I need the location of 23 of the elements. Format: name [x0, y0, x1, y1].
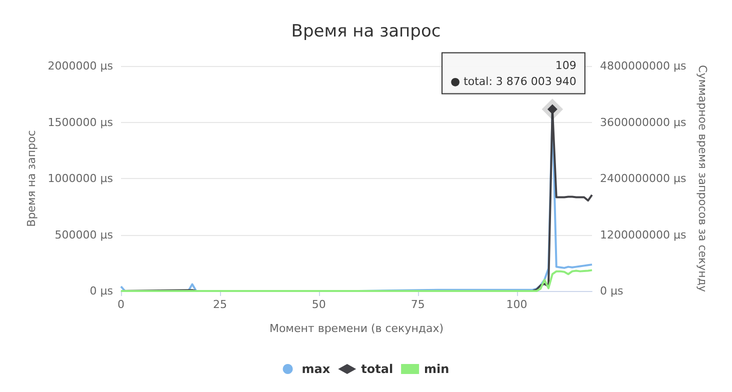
y2-tick-label: 1200000000 µs [600, 228, 686, 242]
chart-title: Время на запрос [291, 22, 441, 42]
y2-tick-label: 3600000000 µs [600, 116, 686, 129]
x-tick-label: 100 [506, 298, 528, 311]
y-tick-label: 2000000 µs [48, 60, 114, 72]
x-tick-label: 50 [312, 298, 326, 311]
x-tick-label: 0 [118, 298, 124, 311]
legend-label: max [302, 362, 330, 376]
y2-tick-label: 2400000000 µs [600, 172, 686, 185]
y2-axis-title: Суммарное время запросов за секунду [696, 65, 710, 292]
y-tick-label: 1000000 µs [48, 172, 114, 185]
legend-label: min [424, 362, 450, 376]
y-tick-label: 500000 µs [54, 228, 114, 242]
x-tick-label: 25 [212, 298, 227, 311]
x-tick-label: 75 [410, 298, 425, 311]
y-axis-title: Время на запрос [24, 130, 38, 227]
annotation: 109 ● total: 3 876 003 940 [450, 58, 576, 88]
x-axis-title: Момент времени (в секундах) [269, 322, 444, 335]
y2-tick-label: 0 µs [600, 284, 624, 298]
legend-label: total [361, 362, 394, 376]
y-tick-label: 0 µs [90, 284, 114, 298]
y2-tick-label: 4800000000 µs [600, 60, 686, 72]
y-tick-label: 1500000 µs [48, 116, 114, 129]
